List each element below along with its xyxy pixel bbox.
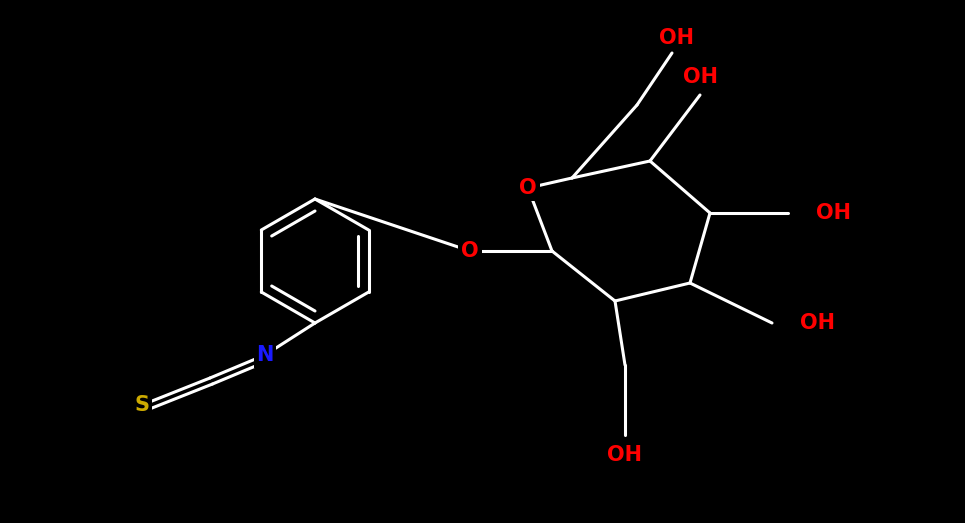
Text: OH: OH: [682, 67, 718, 87]
Text: OH: OH: [816, 203, 851, 223]
Text: S: S: [134, 395, 150, 415]
Text: OH: OH: [800, 313, 835, 333]
Text: O: O: [519, 178, 537, 198]
Text: OH: OH: [608, 445, 643, 465]
Text: N: N: [257, 345, 274, 365]
Text: OH: OH: [659, 28, 695, 48]
Text: O: O: [461, 241, 479, 261]
